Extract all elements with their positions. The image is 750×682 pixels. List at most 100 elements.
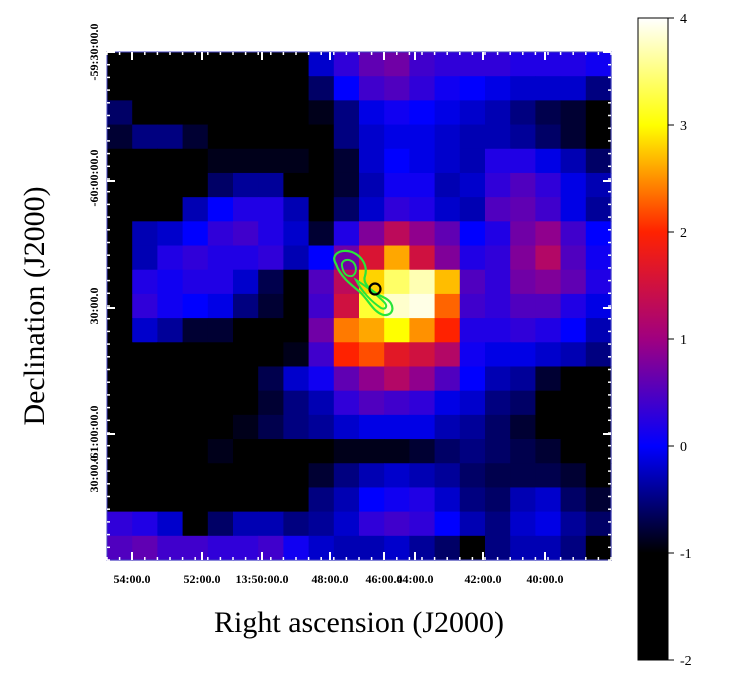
- heatmap-cell: [585, 172, 612, 198]
- heatmap-cell: [157, 535, 184, 561]
- x-tick-label: 54:00.0: [114, 572, 151, 586]
- heatmap-cell: [535, 221, 562, 247]
- heatmap-cell: [359, 439, 385, 464]
- heatmap-cell: [485, 100, 511, 126]
- heatmap-cell: [359, 366, 385, 392]
- heatmap-cell: [233, 390, 259, 416]
- heatmap-cell: [485, 148, 511, 174]
- heatmap-cell: [233, 197, 259, 222]
- heatmap-cell: [409, 245, 436, 271]
- heatmap-cell: [258, 463, 284, 489]
- heatmap-cell: [233, 148, 259, 174]
- heatmap-cell: [182, 511, 209, 537]
- heatmap-cell: [258, 318, 284, 343]
- heatmap-cell: [510, 318, 536, 343]
- heatmap-cell: [585, 245, 612, 271]
- heatmap-cell: [485, 366, 511, 392]
- heatmap-cell: [157, 511, 184, 537]
- colorbar: [637, 17, 669, 661]
- colorbar-tick-label: 2: [680, 226, 687, 241]
- heatmap-cell: [535, 197, 562, 222]
- heatmap-cell: [434, 197, 461, 222]
- heatmap-cell: [207, 511, 234, 537]
- contour-inner: [340, 258, 357, 278]
- heatmap-cell: [384, 487, 410, 513]
- heatmap-cell: [535, 148, 562, 174]
- heatmap-cell: [384, 245, 410, 271]
- heatmap-cell: [157, 342, 184, 368]
- heatmap-cell: [409, 414, 436, 440]
- heatmap-cell: [409, 487, 436, 513]
- heatmap-cell: [157, 366, 184, 392]
- heatmap-cell: [409, 535, 436, 561]
- heatmap-cell: [107, 100, 133, 126]
- heatmap-cell: [434, 245, 461, 271]
- heatmap-cell: [233, 100, 259, 126]
- heatmap-cell: [459, 342, 486, 368]
- heatmap-cell: [459, 414, 486, 440]
- heatmap-cell: [258, 221, 284, 247]
- heatmap-cell: [308, 148, 335, 174]
- heatmap-cell: [359, 390, 385, 416]
- heatmap-cell: [585, 390, 612, 416]
- heatmap-cell: [132, 511, 158, 537]
- heatmap-cell: [359, 511, 385, 537]
- heatmap-cell: [258, 124, 284, 150]
- heatmap-cell: [384, 100, 410, 126]
- heatmap-cell: [359, 245, 385, 271]
- heatmap-cell: [560, 124, 587, 150]
- heatmap-cell: [409, 511, 436, 537]
- heatmap-cell: [560, 342, 587, 368]
- heatmap-cell: [585, 269, 612, 295]
- heatmap-cell: [308, 221, 335, 247]
- heatmap-cell: [510, 124, 536, 150]
- heatmap-cell: [258, 342, 284, 368]
- heatmap-cell: [434, 414, 461, 440]
- heatmap-cell: [535, 390, 562, 416]
- heatmap-cell: [132, 269, 158, 295]
- heatmap-cell: [535, 172, 562, 198]
- heatmap-cell: [485, 535, 511, 561]
- heatmap-cell: [233, 318, 259, 343]
- x-tick-label: 40:00.0: [527, 572, 564, 586]
- heatmap-cell: [207, 52, 234, 77]
- heatmap-cell: [459, 535, 486, 561]
- heatmap-cell: [283, 342, 310, 368]
- heatmap-cell: [182, 342, 209, 368]
- heatmap-cell: [485, 221, 511, 247]
- heatmap-cell: [384, 76, 410, 101]
- heatmap-cell: [283, 318, 310, 343]
- heatmap-cell: [258, 197, 284, 222]
- heatmap-cell: [384, 269, 410, 295]
- heatmap-cell: [107, 52, 133, 77]
- heatmap-cell: [333, 197, 360, 222]
- heatmap-cell: [283, 76, 310, 101]
- heatmap-cell: [359, 100, 385, 126]
- heatmap-cell: [510, 463, 536, 489]
- heatmap-cell: [107, 172, 133, 198]
- heatmap-cell: [359, 221, 385, 247]
- heatmap-cell: [308, 245, 335, 271]
- heatmap-cell: [182, 390, 209, 416]
- heatmap-cell: [485, 293, 511, 319]
- heatmap-cell: [308, 124, 335, 150]
- heatmap-cell: [308, 414, 335, 440]
- heatmap-cell: [434, 148, 461, 174]
- contour-outer: [333, 249, 394, 317]
- colorbar-tick-label: -1: [680, 547, 692, 562]
- heatmap-cell: [207, 318, 234, 343]
- heatmap-cell: [308, 100, 335, 126]
- heatmap-cell: [258, 100, 284, 126]
- heatmap-cell: [283, 535, 310, 561]
- heatmap-cell: [258, 245, 284, 271]
- heatmap-cell: [535, 293, 562, 319]
- heatmap-cell: [510, 366, 536, 392]
- heatmap-cell: [258, 366, 284, 392]
- heatmap-cell: [409, 318, 436, 343]
- heatmap-cell: [107, 221, 133, 247]
- heatmap-cell: [207, 366, 234, 392]
- heatmap-cell: [283, 439, 310, 464]
- heatmap-cell: [585, 148, 612, 174]
- heatmap-cell: [107, 487, 133, 513]
